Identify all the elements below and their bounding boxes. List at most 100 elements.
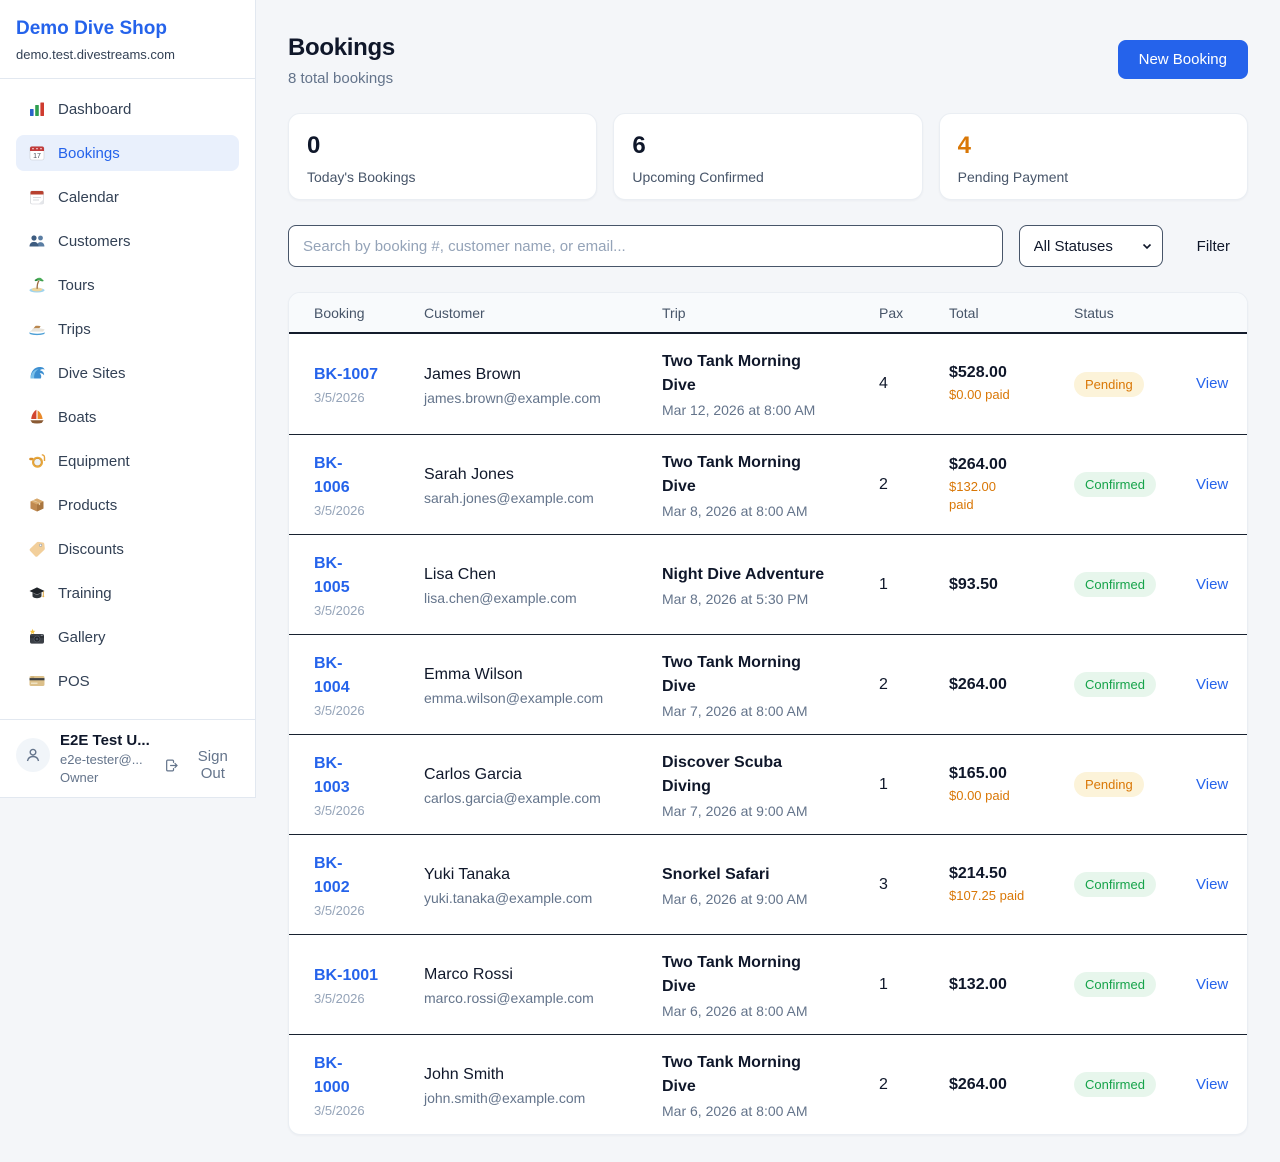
filter-button[interactable]: Filter bbox=[1179, 238, 1248, 255]
trip-name: Two Tank Morning Dive bbox=[662, 653, 801, 695]
trip-datetime: Mar 6, 2026 at 8:00 AM bbox=[662, 1002, 808, 1019]
total-amount: $93.50 bbox=[949, 575, 998, 593]
sidebar-item-tours[interactable]: Tours bbox=[16, 267, 239, 303]
customer-name: John Smith bbox=[424, 1066, 505, 1083]
view-link[interactable]: View bbox=[1196, 875, 1229, 893]
tag-icon bbox=[28, 540, 46, 558]
paid-amount: $0.00 paid bbox=[949, 787, 1010, 803]
sidebar-item-dive-sites[interactable]: Dive Sites bbox=[16, 355, 239, 391]
booking-id-link[interactable]: BK- 1003 bbox=[314, 754, 350, 796]
sidebar-item-dashboard[interactable]: Dashboard bbox=[16, 91, 239, 127]
booking-created-date: 3/5/2026 bbox=[314, 902, 365, 918]
sidebar-item-label: POS bbox=[58, 672, 90, 690]
user-icon bbox=[26, 748, 40, 762]
trip-datetime: Mar 8, 2026 at 8:00 AM bbox=[662, 502, 808, 519]
trip-datetime: Mar 6, 2026 at 8:00 AM bbox=[662, 1102, 808, 1119]
user-name: E2E Test U... bbox=[60, 732, 150, 749]
customer-name: James Brown bbox=[424, 365, 521, 383]
sidebar-item-calendar[interactable]: Calendar bbox=[16, 179, 239, 215]
booking-id-link[interactable]: BK- 1006 bbox=[314, 454, 350, 496]
sidebar-item-equipment[interactable]: Equipment bbox=[16, 443, 239, 479]
island-icon bbox=[28, 276, 46, 294]
sailboat-icon bbox=[28, 408, 46, 426]
stat-card: 6 Upcoming Confirmed bbox=[613, 113, 923, 200]
status-badge: Confirmed bbox=[1074, 1072, 1156, 1097]
bookings-table: Booking Customer Trip Pax Total Status B… bbox=[288, 292, 1248, 1135]
pax-count: 1 bbox=[879, 775, 888, 793]
view-link[interactable]: View bbox=[1196, 775, 1229, 793]
booking-id-link[interactable]: BK- 1000 bbox=[314, 1054, 350, 1096]
sidebar-item-products[interactable]: Products bbox=[16, 487, 239, 523]
sidebar-item-trips[interactable]: Trips bbox=[16, 311, 239, 347]
sidebar-item-customers[interactable]: Customers bbox=[16, 223, 239, 259]
sidebar-item-label: Trips bbox=[58, 320, 91, 338]
booking-id-link[interactable]: BK-1001 bbox=[314, 966, 379, 984]
sign-out-label: Sign Out bbox=[197, 748, 228, 782]
view-link[interactable]: View bbox=[1196, 375, 1229, 392]
speedboat-icon bbox=[28, 320, 46, 338]
stat-label: Pending Payment bbox=[957, 169, 1069, 185]
customer-email: yuki.tanaka@example.com bbox=[424, 890, 593, 906]
sidebar-item-training[interactable]: Training bbox=[16, 575, 239, 611]
booking-created-date: 3/5/2026 bbox=[314, 1102, 365, 1118]
booking-created-date: 3/5/2026 bbox=[314, 602, 365, 618]
package-icon bbox=[28, 496, 46, 514]
status-badge: Confirmed bbox=[1074, 872, 1156, 897]
pax-count: 1 bbox=[879, 975, 888, 993]
sidebar-item-label: Discounts bbox=[58, 540, 124, 558]
shop-domain: demo.test.divestreams.com bbox=[16, 47, 175, 62]
status-badge: Confirmed bbox=[1074, 672, 1156, 697]
pax-count: 1 bbox=[879, 575, 888, 593]
customer-name: Emma Wilson bbox=[424, 666, 523, 683]
view-link[interactable]: View bbox=[1196, 675, 1229, 693]
sidebar-item-discounts[interactable]: Discounts bbox=[16, 531, 239, 567]
sidebar-item-label: Boats bbox=[58, 408, 97, 426]
customer-email: lisa.chen@example.com bbox=[424, 590, 577, 606]
sidebar-item-gallery[interactable]: Gallery bbox=[16, 619, 239, 655]
sidebar-item-label: Gallery bbox=[58, 628, 106, 646]
page-subtitle: 8 total bookings bbox=[288, 70, 394, 87]
bookings-calendar-icon: 17 bbox=[28, 144, 46, 162]
logout-icon bbox=[166, 759, 179, 771]
view-link[interactable]: View bbox=[1196, 975, 1229, 993]
sidebar: Demo Dive Shop demo.test.divestreams.com… bbox=[0, 0, 256, 798]
paid-amount: $107.25 paid bbox=[949, 887, 1025, 903]
table-row: BK-1001 3/5/2026 Marco Rossi marco.rossi… bbox=[289, 934, 1247, 1034]
total-amount: $264.00 bbox=[949, 455, 1007, 473]
sidebar-item-boats[interactable]: Boats bbox=[16, 399, 239, 435]
customer-email: john.smith@example.com bbox=[424, 1090, 586, 1106]
col-header-booking: Booking bbox=[314, 304, 365, 321]
view-link[interactable]: View bbox=[1196, 475, 1229, 493]
stat-value: 0 bbox=[307, 132, 321, 159]
avatar bbox=[16, 738, 50, 772]
status-badge: Confirmed bbox=[1074, 472, 1156, 497]
sign-out-button[interactable]: Sign Out bbox=[164, 748, 239, 782]
trip-name: Night Dive Adventure bbox=[662, 565, 825, 583]
user-info: E2E Test U... e2e-tester@... Owner bbox=[60, 732, 154, 785]
customer-name: Carlos Garcia bbox=[424, 766, 522, 783]
col-header-customer: Customer bbox=[424, 304, 485, 321]
booking-created-date: 3/5/2026 bbox=[314, 702, 365, 718]
booking-id-link[interactable]: BK- 1002 bbox=[314, 854, 350, 896]
diving-mask-icon bbox=[28, 452, 46, 470]
sidebar-item-pos[interactable]: POS bbox=[16, 663, 239, 699]
table-row: BK- 1003 3/5/2026 Carlos Garcia carlos.g… bbox=[289, 734, 1247, 834]
customers-icon bbox=[28, 232, 46, 250]
table-row: BK- 1000 3/5/2026 John Smith john.smith@… bbox=[289, 1034, 1247, 1134]
booking-id-link[interactable]: BK- 1004 bbox=[314, 654, 350, 696]
table-row: BK- 1005 3/5/2026 Lisa Chen lisa.chen@ex… bbox=[289, 534, 1247, 634]
search-input[interactable] bbox=[288, 225, 1003, 267]
view-link[interactable]: View bbox=[1196, 575, 1229, 593]
table-row: BK- 1002 3/5/2026 Yuki Tanaka yuki.tanak… bbox=[289, 834, 1247, 934]
status-select[interactable]: All Statuses bbox=[1018, 225, 1163, 267]
customer-name: Sarah Jones bbox=[424, 466, 514, 483]
table-row: BK-1007 3/5/2026 James Brown james.brown… bbox=[289, 334, 1247, 434]
booking-id-link[interactable]: BK- 1005 bbox=[314, 554, 350, 596]
new-booking-button[interactable]: New Booking bbox=[1117, 40, 1248, 79]
trip-name: Two Tank Morning Dive bbox=[662, 1053, 801, 1095]
view-link[interactable]: View bbox=[1196, 1075, 1229, 1093]
booking-id-link[interactable]: BK-1007 bbox=[314, 366, 379, 383]
sidebar-item-label: Equipment bbox=[58, 452, 130, 470]
stat-value: 6 bbox=[632, 132, 646, 159]
sidebar-item-bookings[interactable]: 17 Bookings bbox=[16, 135, 239, 171]
